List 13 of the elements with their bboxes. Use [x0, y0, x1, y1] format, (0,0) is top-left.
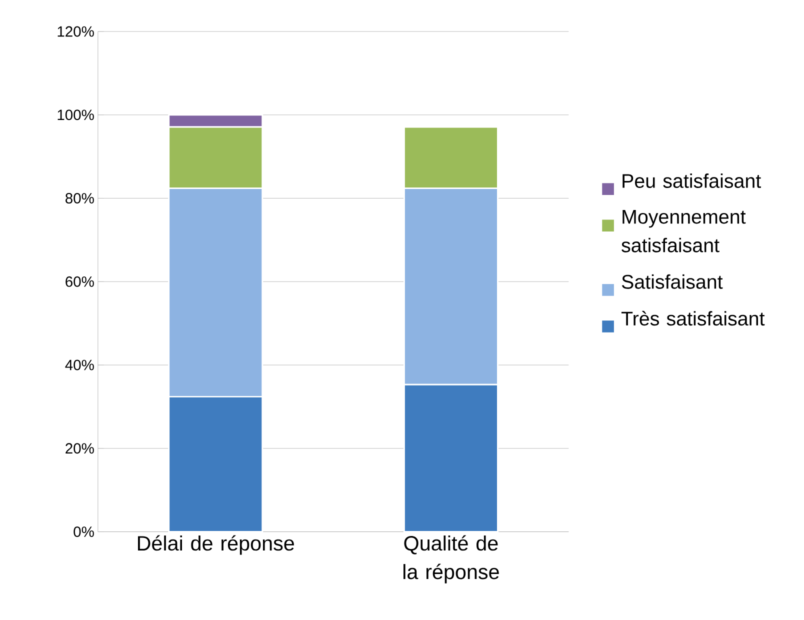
x-tick-label: Qualité de la réponse — [403, 535, 499, 584]
legend-label: Satisfaisant — [622, 274, 723, 289]
y-tick-label: 20% — [66, 442, 94, 454]
y-tick-label: 80% — [66, 192, 94, 204]
x-tick-label: Délai de réponse — [138, 535, 294, 555]
y-tick-label: 120% — [58, 26, 94, 37]
legend-label: Peu satisfaisant — [622, 173, 761, 188]
y-tick-label: 0% — [74, 526, 94, 537]
y-tick-label: 40% — [65, 360, 94, 370]
y-tick-label: 60% — [66, 276, 94, 287]
legend-label: Moyennement satisfaisant — [622, 210, 746, 252]
legend-label: Très satisfaisant — [621, 310, 765, 326]
y-tick-label: 100% — [58, 109, 94, 120]
